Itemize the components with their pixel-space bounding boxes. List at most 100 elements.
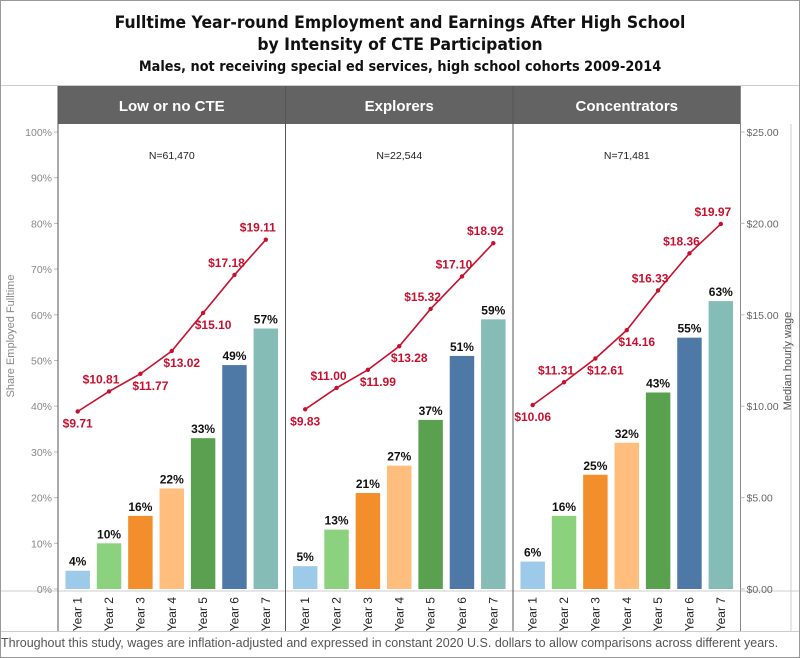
- wage-point: [530, 402, 535, 408]
- x-tick-label: Year 3: [361, 597, 375, 631]
- bar: [708, 301, 734, 589]
- bar: [677, 337, 702, 589]
- y-tick-label: 10%: [31, 538, 52, 550]
- y-tick-label: 40%: [31, 401, 52, 413]
- bar: [355, 493, 381, 589]
- divider: [1, 85, 799, 86]
- bar-value-label: 37%: [419, 404, 443, 418]
- x-tick-label: Year 7: [486, 597, 500, 631]
- wage-point: [491, 240, 496, 246]
- panel-n-label: N=71,481: [604, 150, 650, 162]
- panel-title: Low or no CTE: [119, 98, 225, 115]
- wage-point: [232, 272, 237, 278]
- y-tick-label: 0%: [37, 584, 52, 596]
- wage-point: [106, 389, 112, 394]
- wage-label: $11.31: [538, 363, 574, 377]
- bar: [418, 419, 443, 589]
- x-tick-label: Year 5: [651, 597, 665, 631]
- x-tick-label: Year 5: [196, 597, 210, 631]
- bar-value-label: 51%: [450, 340, 474, 354]
- bar-value-label: 27%: [387, 450, 411, 464]
- wage-label: $18.92: [467, 224, 504, 238]
- x-tick-label: Year 3: [588, 597, 602, 631]
- y2-tick-label: $15.00: [747, 310, 779, 322]
- wage-label: $15.10: [195, 318, 232, 332]
- bar-value-label: 5%: [297, 550, 315, 564]
- y-tick-label: 20%: [31, 493, 52, 505]
- wage-point: [263, 237, 269, 242]
- bar-value-label: 59%: [481, 303, 505, 317]
- bar-value-label: 10%: [97, 527, 121, 541]
- bar: [551, 515, 577, 589]
- wage-point: [365, 367, 371, 373]
- wage-label: $15.32: [404, 290, 441, 304]
- y-tick-label: 50%: [31, 356, 52, 368]
- bar: [324, 529, 349, 589]
- bar: [65, 570, 90, 589]
- x-tick-label: Year 4: [165, 597, 179, 631]
- wage-point: [334, 385, 339, 391]
- bar-value-label: 55%: [677, 322, 701, 336]
- bar: [583, 474, 608, 589]
- bar: [222, 365, 247, 589]
- x-tick-label: Year 4: [620, 597, 634, 631]
- y-tick-label: 60%: [31, 310, 52, 322]
- bar-value-label: 13%: [325, 514, 349, 528]
- y2-tick-label: $10.00: [747, 401, 779, 413]
- y2-tick-label: $25.00: [747, 127, 779, 139]
- x-tick-label: Year 5: [424, 597, 438, 631]
- bar: [481, 319, 506, 589]
- wage-point: [593, 356, 598, 361]
- bar-value-label: 16%: [552, 500, 576, 514]
- bar-value-label: 22%: [160, 472, 184, 486]
- wage-label: $16.33: [632, 271, 669, 285]
- wage-point: [75, 409, 80, 414]
- wage-point: [397, 344, 402, 349]
- chart-svg: 0% 10% 20% 30% 40% 50% 60% 70% 80% 90% 100% $0.00 $5…: [1, 86, 799, 631]
- chart-subtitle: Males, not receiving special ed services…: [138, 59, 662, 75]
- y-tick-label: 80%: [31, 218, 52, 230]
- bar-value-label: 49%: [222, 349, 246, 363]
- wage-label: $10.81: [83, 372, 120, 386]
- chart-title-line2: by Intensity of CTE Participation: [257, 35, 543, 55]
- y-tick-label: 30%: [31, 447, 52, 459]
- wage-label: $17.18: [208, 256, 245, 270]
- wage-point: [169, 348, 174, 354]
- bar-value-label: 63%: [709, 285, 733, 299]
- bar-value-label: 32%: [615, 427, 639, 441]
- x-tick-label: Year 1: [298, 597, 312, 631]
- bar-value-label: 4%: [69, 555, 87, 569]
- y2-axis-label: Median hourly wage: [782, 312, 794, 410]
- x-tick-label: Year 6: [682, 597, 696, 631]
- bar-value-label: 16%: [128, 500, 152, 514]
- x-tick-label: Year 2: [330, 597, 344, 631]
- x-tick-label: Year 6: [227, 597, 241, 631]
- bar-value-label: 33%: [191, 422, 215, 436]
- bar: [128, 515, 153, 589]
- wage-label: $19.11: [240, 221, 276, 235]
- wage-label: $9.71: [63, 417, 93, 431]
- bar: [253, 328, 279, 589]
- wage-label: $10.06: [514, 410, 551, 424]
- x-tick-label: Year 2: [557, 597, 571, 631]
- footer-note: Throughout this study, wages are inflati…: [1, 631, 799, 657]
- wage-label: $11.99: [360, 375, 396, 389]
- bar-value-label: 6%: [524, 546, 542, 560]
- wage-point: [200, 310, 206, 316]
- x-tick-label: Year 7: [259, 597, 273, 631]
- bar: [190, 438, 216, 589]
- bar: [159, 488, 184, 589]
- wage-point: [561, 380, 567, 385]
- y-tick-label: 90%: [31, 173, 52, 185]
- bar: [292, 566, 318, 589]
- panel-title: Explorers: [365, 98, 434, 115]
- bar: [645, 392, 671, 589]
- wage-label: $12.61: [587, 363, 624, 377]
- wage-label: $11.77: [132, 379, 168, 393]
- wage-label: $18.36: [663, 234, 700, 248]
- wage-label: $13.02: [163, 356, 200, 370]
- bar: [449, 355, 475, 589]
- wage-label: $19.97: [694, 205, 731, 219]
- wage-point: [687, 251, 692, 256]
